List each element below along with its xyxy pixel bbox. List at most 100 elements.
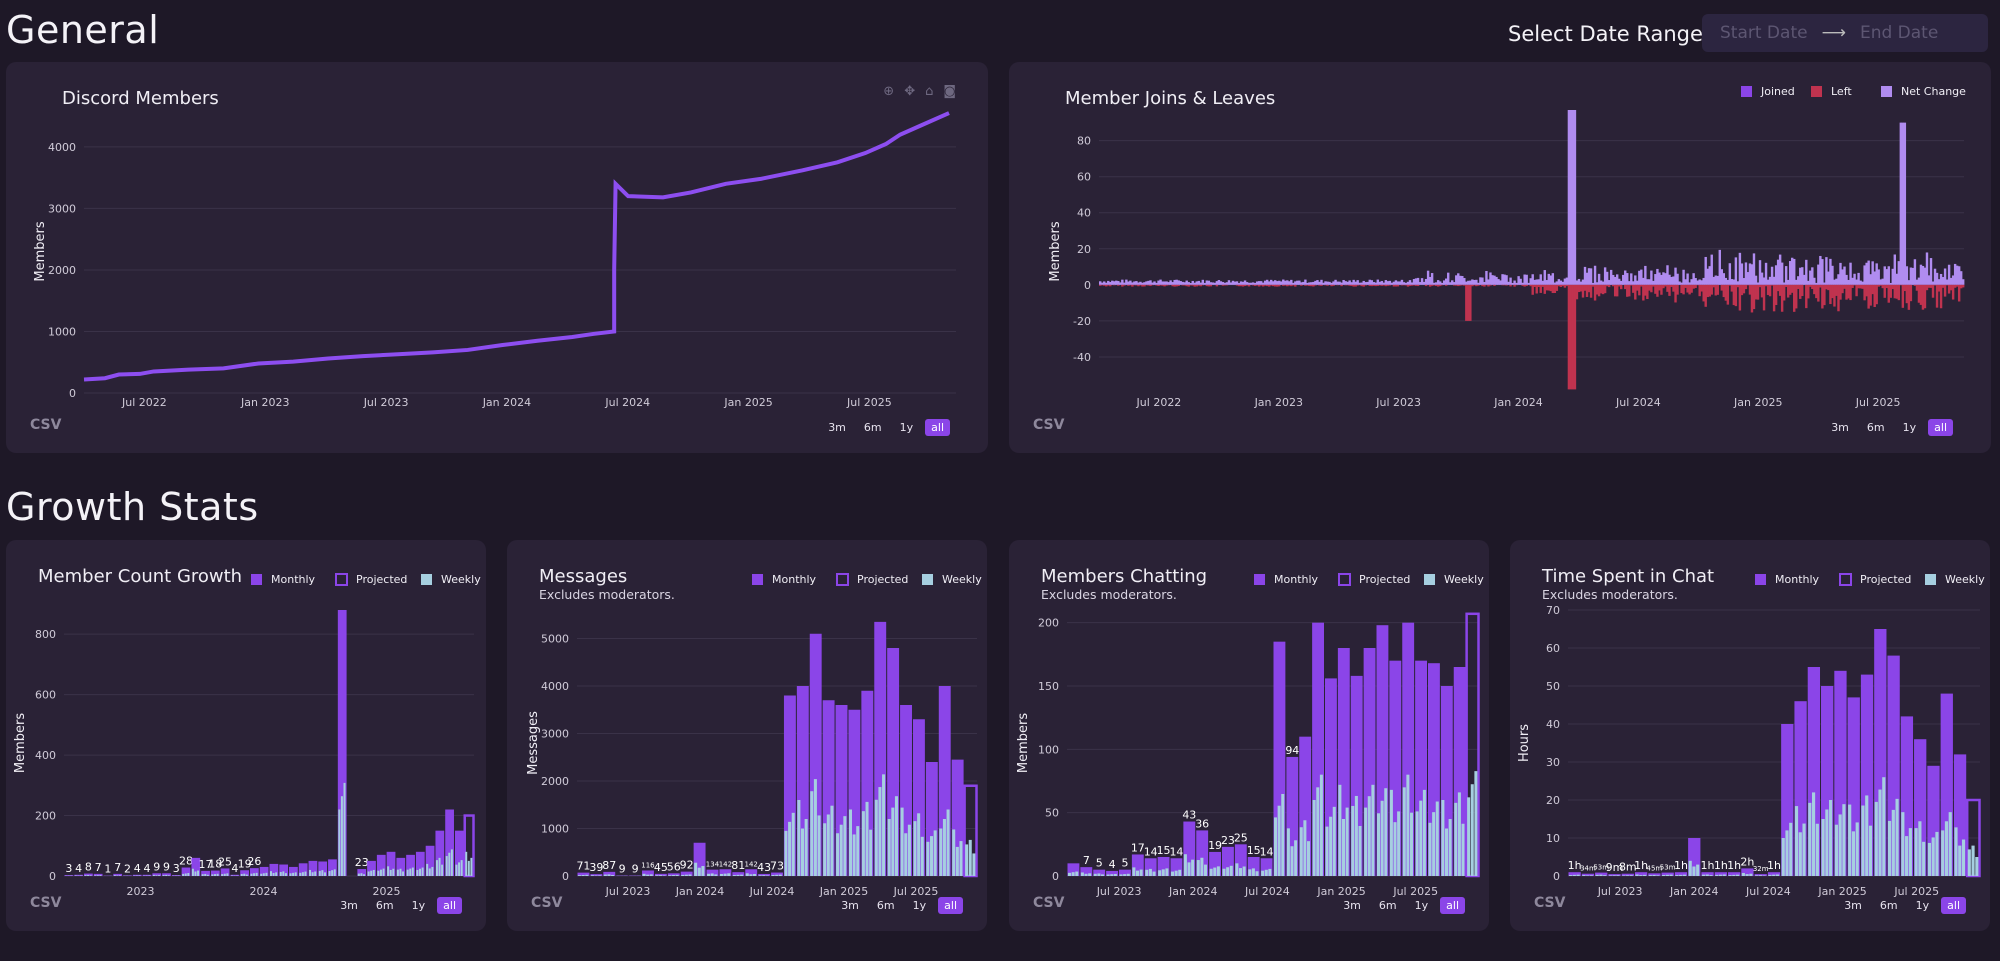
bar-data-label: 7 (1083, 854, 1090, 867)
left-bar (1712, 284, 1715, 288)
joined-bar (1569, 110, 1573, 285)
joined-bar (1352, 279, 1355, 285)
range-all-button[interactable]: all (1928, 419, 1953, 436)
weekly-bar (357, 873, 360, 876)
range-all-button[interactable]: all (437, 897, 462, 914)
weekly-bar (694, 862, 698, 876)
monthly-bar (1440, 686, 1453, 876)
monthly-bar (719, 869, 732, 876)
weekly-bar (714, 874, 718, 876)
range-1y-button[interactable]: 1y (1902, 421, 1917, 434)
range-3m-button[interactable]: 3m (1831, 421, 1849, 434)
range-6m-button[interactable]: 6m (1879, 899, 1898, 912)
left-bar (1197, 284, 1200, 286)
left-bar (1859, 284, 1862, 289)
weekly-bar (458, 862, 461, 876)
date-range-picker[interactable]: Start Date ⟶ End Date (1702, 14, 1988, 52)
joined-bar (1831, 265, 1834, 285)
range-all-button[interactable]: all (1941, 897, 1966, 914)
csv-download-link[interactable]: CSV (531, 895, 563, 911)
left-bar (1288, 284, 1291, 286)
joined-bar (1382, 282, 1386, 285)
weekly-bar (710, 873, 714, 876)
weekly-bar (1178, 869, 1182, 876)
range-3m-button[interactable]: 3m (340, 899, 358, 912)
csv-download-link[interactable]: CSV (30, 417, 62, 433)
range-6m-button[interactable]: 6m (876, 899, 895, 912)
y-tick-label: 70 (1546, 604, 1560, 617)
range-3m-button[interactable]: 3m (828, 421, 846, 434)
left-bar (1929, 284, 1933, 288)
weekly-bar (167, 875, 170, 876)
weekly-bar (84, 875, 87, 876)
joined-bar (1630, 273, 1633, 285)
range-1y-button[interactable]: 1y (912, 899, 927, 912)
weekly-bar (1457, 792, 1461, 876)
weekly-bar (223, 873, 226, 876)
weekly-bar (338, 809, 341, 876)
weekly-bar (1435, 801, 1439, 876)
left-bar (1278, 284, 1281, 287)
weekly-bar (1101, 874, 1105, 876)
range-6m-button[interactable]: 6m (863, 421, 882, 434)
left-bar (1684, 284, 1687, 288)
weekly-bar (1709, 875, 1713, 876)
joined-bar (1847, 279, 1850, 285)
end-date-input[interactable]: End Date (1859, 23, 1939, 43)
start-date-input[interactable]: Start Date (1720, 23, 1808, 43)
range-3m-button[interactable]: 3m (1343, 899, 1361, 912)
range-3m-button[interactable]: 3m (1844, 899, 1862, 912)
bar-data-label: 134 (706, 861, 720, 869)
range-1y-button[interactable]: 1y (1915, 899, 1930, 912)
weekly-bar (913, 821, 917, 876)
range-6m-button[interactable]: 6m (1866, 421, 1885, 434)
left-bar (1135, 284, 1138, 286)
weekly-bar (409, 868, 412, 876)
left-bar (1455, 284, 1458, 286)
joined-bar (1426, 270, 1430, 285)
joined-bar (1772, 276, 1776, 285)
csv-download-link[interactable]: CSV (30, 895, 62, 911)
bar-data-label: 56 (667, 860, 681, 873)
range-3m-button[interactable]: 3m (841, 899, 859, 912)
range-1y-button[interactable]: 1y (1414, 899, 1429, 912)
left-bar (1535, 284, 1538, 294)
bar-data-label: 43 (1182, 809, 1196, 822)
left-bar (1652, 284, 1655, 287)
left-bar (1364, 284, 1367, 286)
range-1y-button[interactable]: 1y (411, 899, 426, 912)
home-icon[interactable]: ⌂ (925, 84, 934, 99)
range-6m-button[interactable]: 6m (1378, 899, 1397, 912)
range-1y-button[interactable]: 1y (899, 421, 914, 434)
y-tick-label: 5000 (541, 633, 569, 646)
joined-bar (1877, 269, 1880, 285)
x-tick-label: Jan 2023 (240, 396, 289, 409)
weekly-bar (878, 787, 882, 876)
zoom-icon[interactable]: ⊕ (883, 84, 895, 99)
csv-download-link[interactable]: CSV (1033, 895, 1065, 911)
bar-data-label: 8m (1619, 861, 1637, 874)
left-bar (1853, 284, 1856, 286)
csv-download-link[interactable]: CSV (1534, 895, 1566, 911)
weekly-bar (165, 874, 168, 876)
range-all-button[interactable]: all (1440, 897, 1465, 914)
range-all-button[interactable]: all (938, 897, 963, 914)
left-bar (1849, 284, 1852, 301)
y-tick-label: 0 (69, 387, 76, 400)
weekly-bar (1967, 849, 1971, 876)
monthly-bar (1080, 867, 1093, 876)
range-all-button[interactable]: all (925, 419, 950, 436)
left-bar (1877, 284, 1880, 287)
y-tick-label: 40 (1546, 718, 1560, 731)
left-bar (1471, 284, 1474, 287)
csv-download-link[interactable]: CSV (1033, 417, 1065, 433)
joined-bar (1915, 279, 1919, 285)
weekly-bar (1861, 805, 1865, 876)
weekly-bar (797, 800, 801, 876)
camera-icon[interactable]: ◙ (943, 84, 956, 99)
weekly-bar (843, 816, 847, 876)
range-6m-button[interactable]: 6m (375, 899, 394, 912)
weekly-bar (1944, 821, 1949, 876)
pan-icon[interactable]: ✥ (904, 84, 916, 99)
left-bar (1819, 284, 1822, 288)
